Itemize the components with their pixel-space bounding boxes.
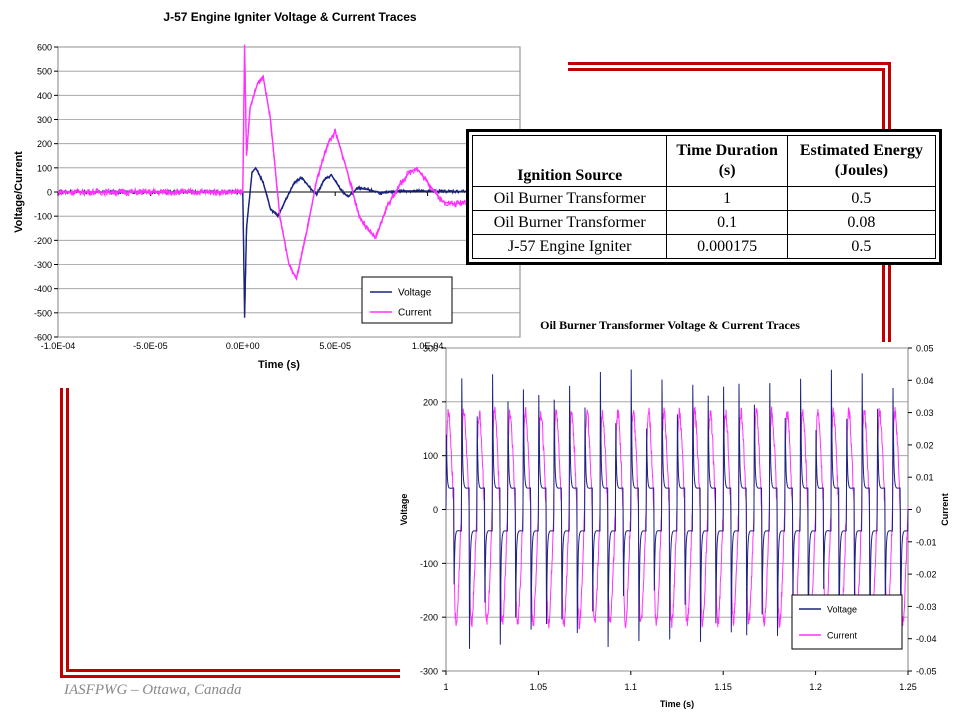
y-tick-label: 600 [37,43,52,53]
cell-energy: 0.08 [786,210,937,236]
y-tick-label: -200 [420,613,438,623]
y2-tick-label: 0.02 [916,440,934,450]
y2-tick-label: -0.01 [916,537,937,547]
legend-box [361,276,453,324]
y2-axis-label: Current [940,493,950,526]
cell-source: J-57 Engine Igniter [471,234,668,259]
legend-label: Voltage [398,288,432,299]
y-axis-label: Voltage [399,494,409,526]
y-tick-label: 0 [47,188,52,198]
chart2-legend: Voltage Current [791,594,903,650]
series-line-current-envelope [58,44,521,282]
chart2-title: Oil Burner Transformer Voltage & Current… [540,318,800,332]
x-tick-label: 1.0E-04 [412,341,444,351]
y-tick-label: 0 [433,505,438,515]
y-tick-label: -300 [34,260,52,270]
y-tick-label: -100 [34,212,52,222]
x-tick-label: 1.1 [625,682,638,692]
y2-tick-label: -0.04 [916,634,937,644]
y2-tick-label: -0.03 [916,602,937,612]
x-tick-label: 1.25 [899,682,917,692]
y2-tick-label: 0.04 [916,376,934,386]
y-tick-label: 500 [37,67,52,77]
legend-label: Current [827,631,858,641]
y-tick-label: -600 [34,333,52,343]
y2-tick-label: -0.05 [916,667,937,677]
x-tick-label: 5.0E-05 [319,341,351,351]
table-row: J-57 Engine Igniter 0.000175 0.5 [471,234,937,259]
x-axis-label: Time (s) [660,699,694,709]
footer-text: IASFPWG – Ottawa, Canada [64,682,242,698]
x-tick-label: 1 [443,682,448,692]
chart1-legend: Voltage Current [361,276,453,324]
chart1-title: J-57 Engine Igniter Voltage & Current Tr… [163,10,417,24]
cell-duration: 0.1 [666,210,788,236]
cell-source: Oil Burner Transformer [471,210,668,236]
y-tick-label: 300 [37,115,52,125]
cell-energy: 0.5 [786,234,937,259]
table-row: Oil Burner Transformer 1 0.5 [471,186,937,212]
x-tick-label: -1.0E-04 [41,341,76,351]
header-time-duration: Time Duration (s) [666,134,788,188]
x-tick-label: -5.0E-05 [133,341,168,351]
series-line-voltage [445,369,909,650]
y2-tick-label: 0.03 [916,408,934,418]
x-axis-label: Time (s) [258,359,300,371]
y-tick-label: -500 [34,308,52,318]
y-tick-label: -300 [420,667,438,677]
y2-tick-label: 0.05 [916,344,934,354]
y2-tick-label: 0.01 [916,473,934,483]
y-tick-label: 200 [37,139,52,149]
cell-duration: 1 [666,186,788,212]
ignition-energy-table: Ignition Source Time Duration (s) Estima… [466,129,942,265]
x-tick-label: 1.2 [809,682,822,692]
series-line-voltage-envelope [58,166,521,318]
cell-energy: 0.5 [786,186,937,212]
y-axis-label: Voltage/Current [13,151,25,233]
x-tick-label: 0.0E+00 [226,341,260,351]
x-tick-label: 1.05 [530,682,548,692]
header-estimated-energy: Estimated Energy (Joules) [786,134,937,188]
y-tick-label: 200 [423,397,438,407]
y-tick-label: 100 [423,451,438,461]
y-tick-label: 400 [37,91,52,101]
y-tick-label: -400 [34,284,52,294]
legend-label: Current [398,308,432,319]
table-header-row: Ignition Source Time Duration (s) Estima… [471,134,937,188]
y2-tick-label: -0.02 [916,570,937,580]
cell-source: Oil Burner Transformer [471,186,668,212]
legend-label: Voltage [827,605,857,615]
y2-tick-label: 0 [916,505,921,515]
y-tick-label: 100 [37,163,52,173]
x-tick-label: 1.15 [714,682,732,692]
header-ignition-source: Ignition Source [471,134,668,188]
cell-duration: 0.000175 [666,234,788,259]
y-tick-label: 300 [423,344,438,354]
y-tick-label: -100 [420,559,438,569]
table-row: Oil Burner Transformer 0.1 0.08 [471,210,937,236]
y-tick-label: -200 [34,236,52,246]
legend-box [791,594,903,650]
chart1-igniter-traces: -600 -500 -400 -300 -200 -100 0 100 200 300 400 500… [13,43,521,371]
chart2-transformer-traces: -300 -200 -100 0 100 200 300 -0.05 -0.04 -0.03 -0.… [399,344,950,710]
